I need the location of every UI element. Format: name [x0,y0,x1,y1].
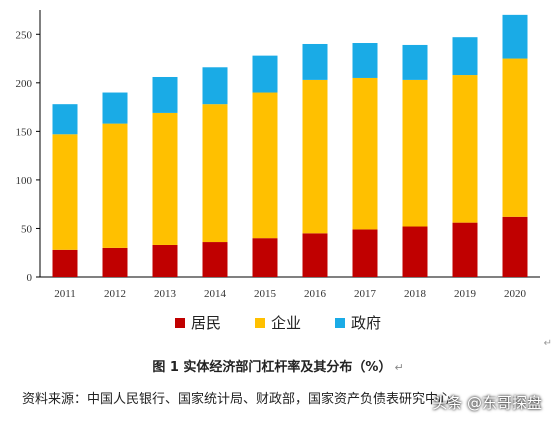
bar-segment-enterprise-2017 [352,77,378,230]
x-tick-label: 2017 [354,288,377,300]
bar-segment-enterprise-2020 [502,58,528,217]
bar-segment-government-2018 [402,44,428,80]
y-tick-label: 200 [16,78,33,90]
x-tick-label: 2011 [54,288,76,300]
y-tick-label: 150 [16,126,33,138]
legend-swatch-resident [174,317,185,328]
bar-segment-resident-2016 [302,233,328,277]
chart-legend: 居民 企业 政府 [0,312,556,333]
figure-caption: 图 1 实体经济部门杠杆率及其分布（%） ↵ [0,356,556,375]
legend-label-resident: 居民 [190,314,221,332]
chart-area: 0 50 100 150 200 250 2011 2012 2013 2014 2015 2016… [16,10,540,300]
figure-caption-title: 图 1 实体经济部门杠杆率及其分布（%） [152,360,392,375]
bar-segment-enterprise-2011 [52,134,78,250]
bar-segment-resident-2015 [252,238,278,277]
legend-label-enterprise: 企业 [270,314,301,332]
x-tick-label: 2015 [254,288,277,300]
bar-segment-government-2011 [52,104,78,135]
y-tick-labels: 0 50 100 150 200 250 [16,29,33,284]
bar-segment-resident-2018 [402,226,428,277]
bar-segment-government-2017 [352,43,378,78]
bar-segment-enterprise-2014 [202,104,228,243]
bar-segment-enterprise-2015 [252,92,278,239]
bar-segment-resident-2013 [152,244,178,277]
bar-segment-enterprise-2012 [102,123,128,248]
legend-item-government: 政府 [335,312,381,333]
y-tick-label: 100 [16,175,33,187]
bar-segment-enterprise-2016 [302,79,328,234]
x-tick-label: 2012 [104,288,126,300]
source-note: 资料来源：中国人民银行、国家统计局、财政部，国家资产负债表研究中心 [22,392,452,407]
edge-return-mark: ↵ [543,338,552,349]
bar-segment-enterprise-2018 [402,79,428,227]
legend-swatch-enterprise [254,317,265,328]
x-tick-label: 2013 [154,288,177,300]
x-tick-label: 2018 [404,288,427,300]
x-tick-label: 2014 [204,288,227,300]
bar-segment-government-2015 [252,55,278,93]
legend-label-government: 政府 [351,314,382,332]
x-tick-label: 2019 [454,288,477,300]
bar-segment-resident-2014 [202,242,228,277]
bar-segment-government-2019 [452,37,478,76]
legend-item-enterprise: 企业 [254,312,301,333]
x-tick-labels: 2011 2012 2013 2014 2015 2016 2017 2018 2019 2020 [54,288,526,300]
y-tick-label: 250 [16,29,33,41]
bar-segment-government-2020 [502,14,528,59]
y-tick-label: 0 [27,272,33,284]
bar-segment-resident-2019 [452,222,478,277]
bar-segment-government-2012 [102,92,128,124]
y-tick-label: 50 [21,223,33,235]
bar-segment-resident-2011 [52,249,78,277]
x-tick-label: 2020 [504,288,527,300]
legend-swatch-government [335,317,345,328]
bar-segment-resident-2012 [102,247,128,277]
chart-bars [52,14,528,277]
bar-segment-enterprise-2019 [452,75,478,223]
bar-segment-enterprise-2013 [152,112,178,245]
bar-segment-government-2013 [152,76,178,113]
caption-return-mark: ↵ [394,361,404,374]
bar-segment-government-2016 [302,43,328,80]
x-tick-label: 2016 [304,288,327,300]
legend-item-resident: 居民 [174,312,221,333]
bar-segment-resident-2017 [352,229,378,277]
bar-segment-resident-2020 [502,216,528,277]
bar-segment-government-2014 [202,67,228,105]
watermark: 头条 @东哥探盘 [432,394,542,412]
